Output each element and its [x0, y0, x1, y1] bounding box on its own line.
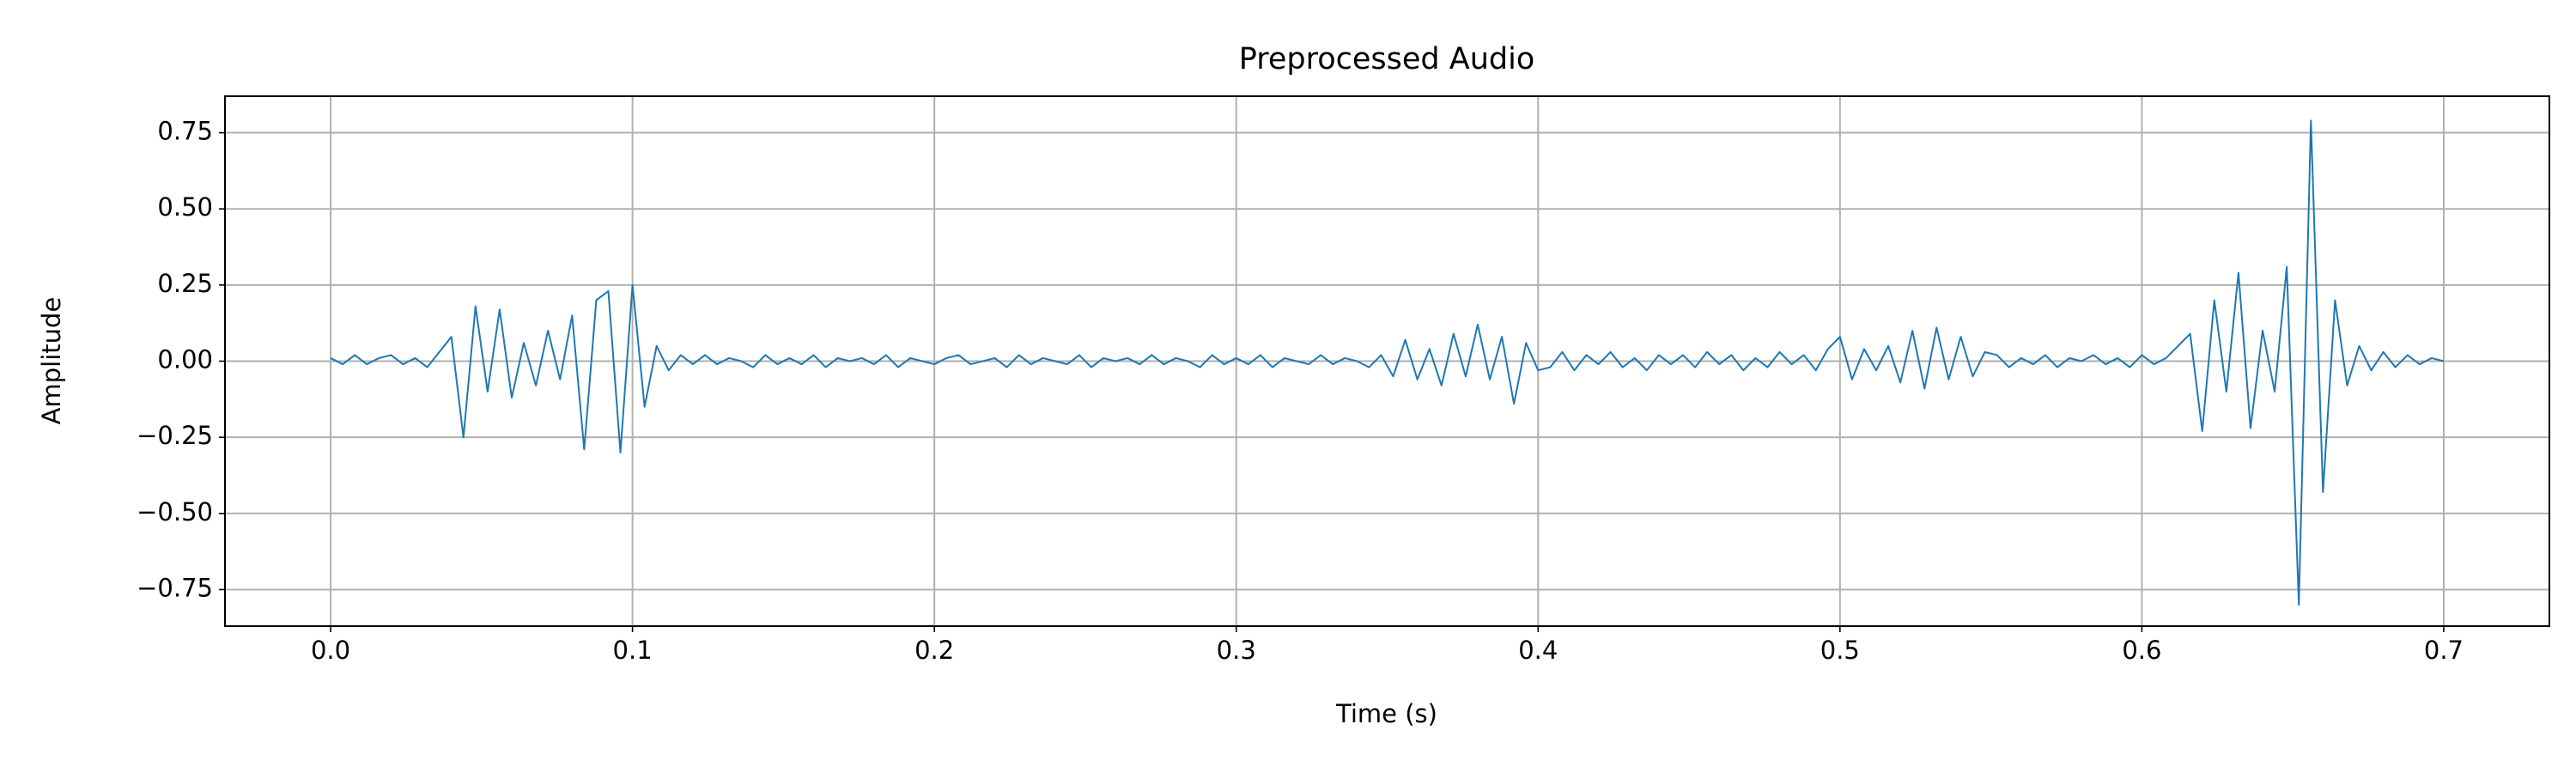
y-tick-label: 0.50 [157, 192, 213, 222]
x-tick-label: 0.7 [2424, 636, 2464, 665]
x-tick-label: 0.1 [613, 636, 653, 665]
x-tick-label: 0.5 [1820, 636, 1860, 665]
y-tick-label: −0.50 [137, 497, 213, 526]
y-axis-label: Amplitude [37, 297, 66, 425]
x-tick-label: 0.3 [1217, 636, 1256, 665]
waveform-line [330, 119, 2445, 606]
y-tick-label: −0.25 [137, 421, 213, 450]
x-tick-label: 0.2 [914, 636, 954, 665]
x-tick-label: 0.4 [1518, 636, 1558, 665]
plot-frame [224, 95, 2550, 627]
y-tick-label: −0.75 [137, 573, 213, 602]
x-tick-label: 0.6 [2122, 636, 2161, 665]
y-tick-label: 0.00 [157, 345, 213, 374]
x-axis-label: Time (s) [1335, 699, 1437, 728]
x-tick-label: 0.0 [311, 636, 350, 665]
chart-title: Preprocessed Audio [1239, 42, 1535, 76]
y-tick-label: 0.25 [157, 269, 213, 298]
y-tick-label: 0.75 [157, 117, 213, 146]
